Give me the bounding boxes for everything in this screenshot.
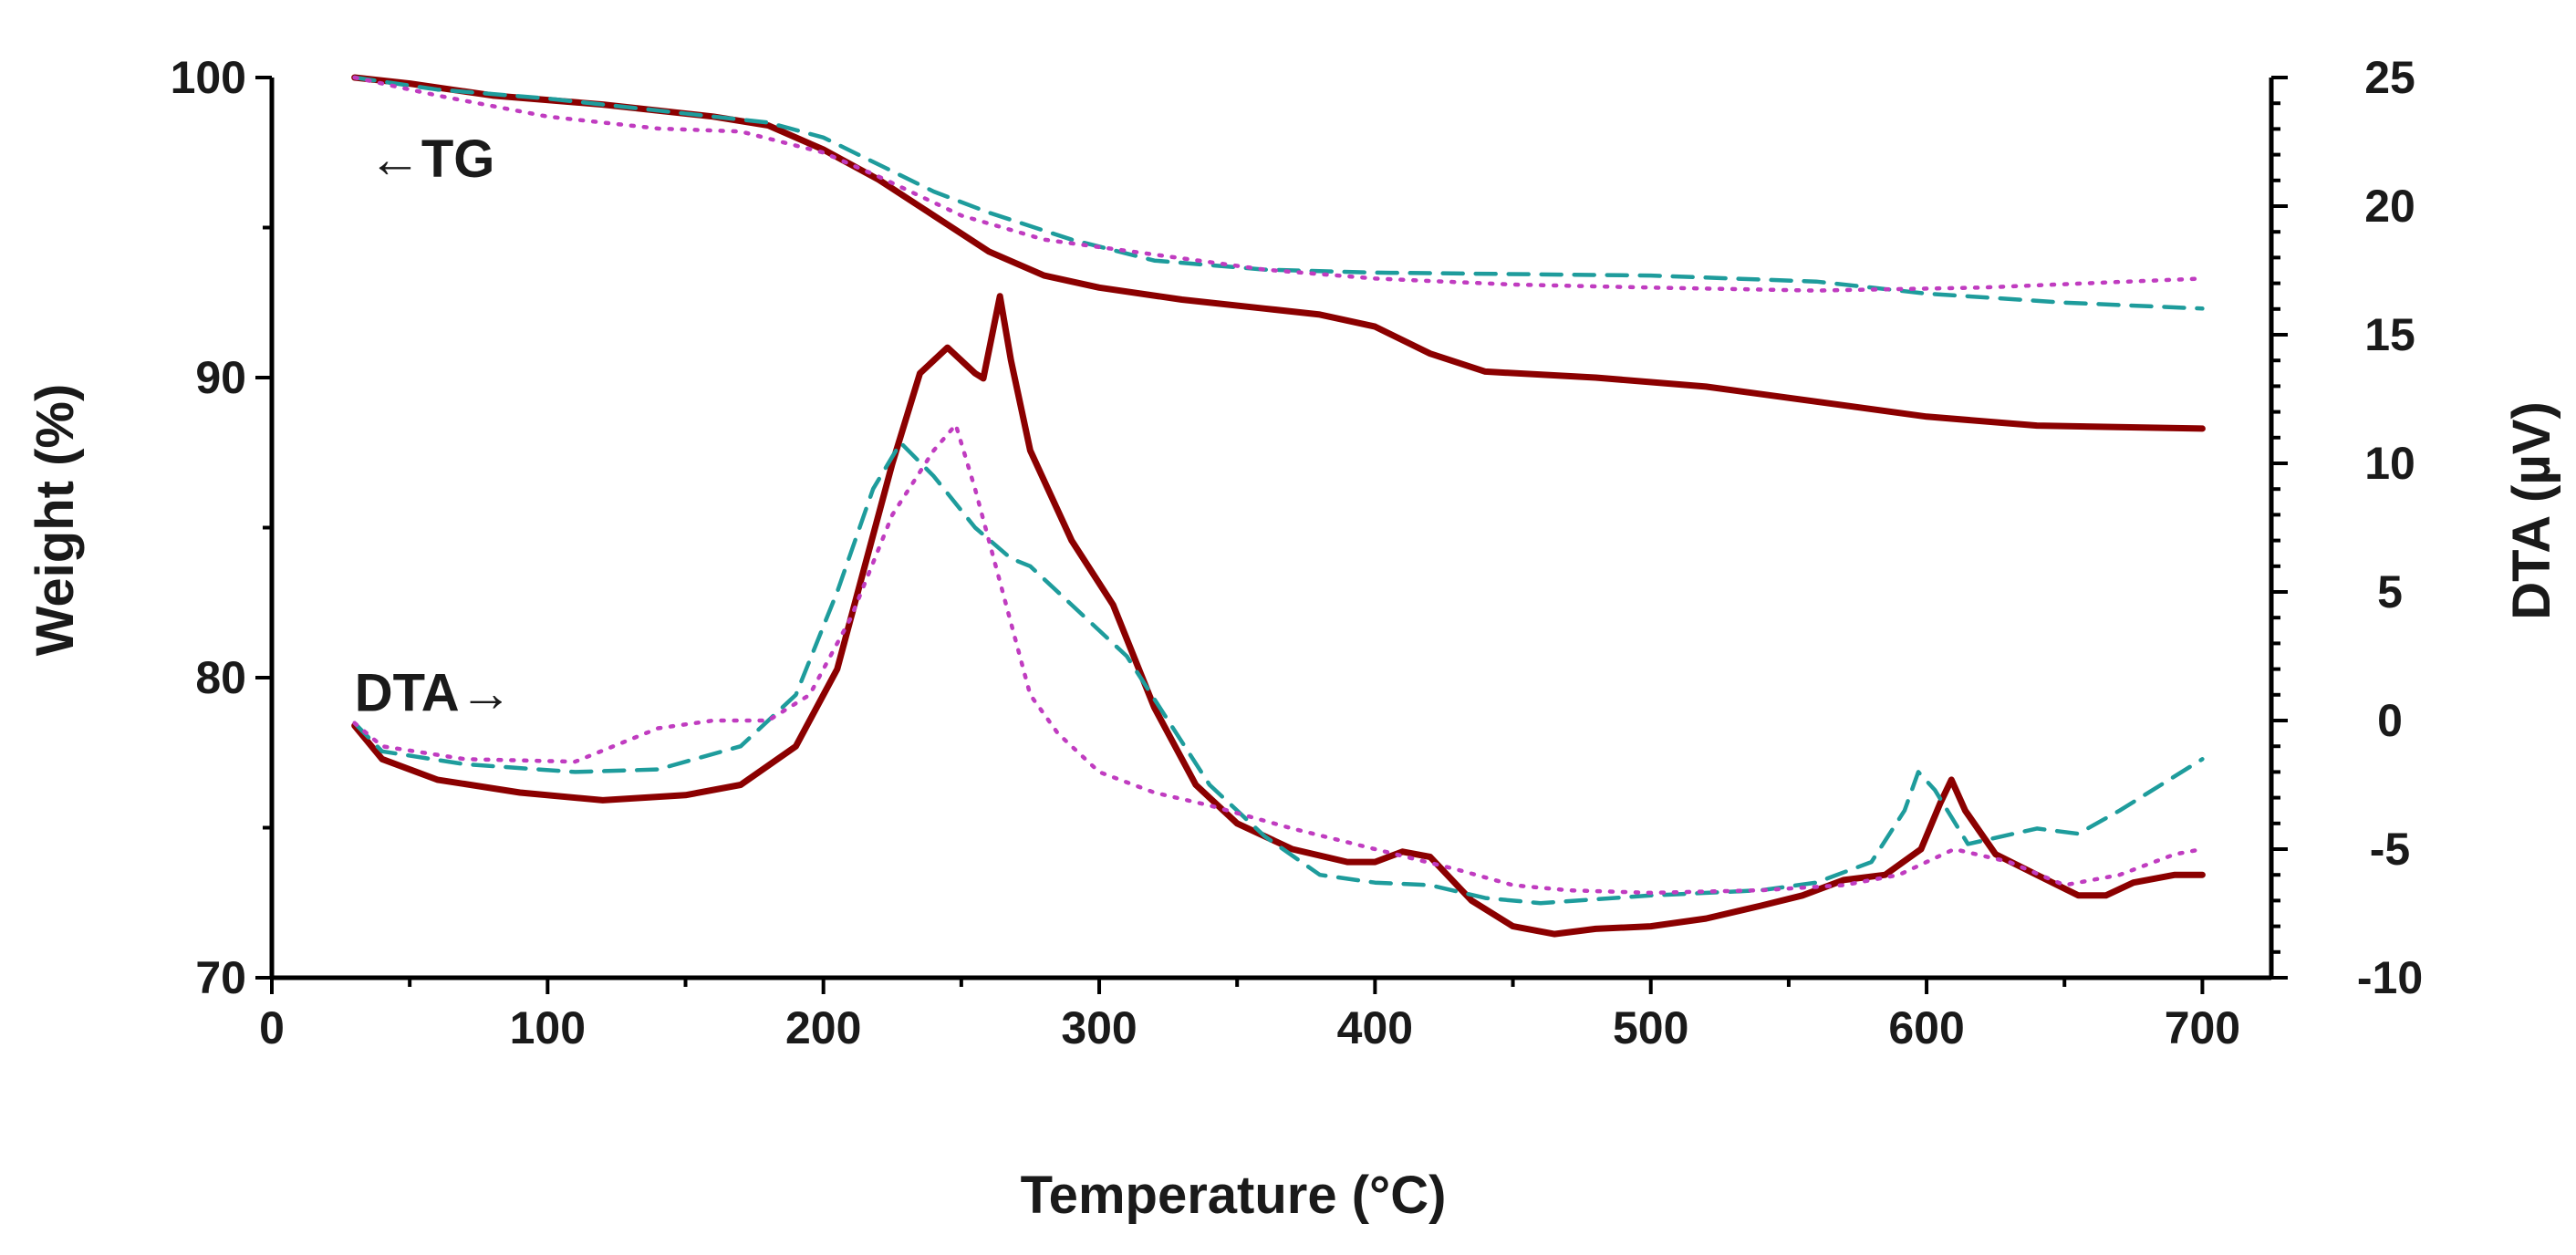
x-tick-label: 700 [2165,1002,2240,1053]
x-tick-label: 0 [259,1002,285,1053]
x-tick-label: 600 [1888,1002,1964,1053]
y-right-tick-label: 5 [2377,566,2403,617]
tg-series-line-dotted [352,75,2205,293]
y-right-tick-label: 20 [2364,181,2415,232]
dta-annotation: DTA→ [355,663,513,722]
y-left-tick-label: 80 [195,652,246,703]
tg-series-line-solid [351,74,2206,432]
y-right-tick-label: -10 [2357,952,2423,1003]
y-axis-right-title: DTA (µV) [2502,401,2561,620]
x-axis-title: Temperature (°C) [1021,1166,1447,1225]
x-tick-label: 200 [785,1002,861,1053]
x-tick-label: 500 [1613,1002,1688,1053]
y-axis-left-title: Weight (%) [26,384,85,657]
y-right-tick-label: -5 [2370,824,2410,875]
y-right-tick-label: 15 [2364,309,2415,360]
y-left-tick-label: 70 [195,952,246,1003]
x-tick-label: 100 [510,1002,586,1053]
axes: 0 100 200 300 400 500 600 700 70 80 90 100 -10 -5 0 5 10… [171,52,2424,1053]
y-left-tick-label: 90 [195,352,246,403]
annotations: ←TG DTA→ [355,130,513,723]
y-right-tick-label: 25 [2364,52,2415,103]
x-tick-label: 300 [1061,1002,1137,1053]
y-left-tick-label: 100 [171,52,246,103]
dta-series-line-dashed [352,441,2205,906]
x-tick-label: 400 [1337,1002,1413,1053]
dta-series-line-dotted [352,422,2205,896]
y-right-tick-label: 0 [2377,695,2403,746]
plot-area [351,74,2206,938]
dta-series-line-solid [351,293,2206,938]
tg-series-line-dashed [352,75,2205,311]
tg-annotation: ←TG [369,130,495,189]
y-right-tick-label: 10 [2364,438,2415,489]
